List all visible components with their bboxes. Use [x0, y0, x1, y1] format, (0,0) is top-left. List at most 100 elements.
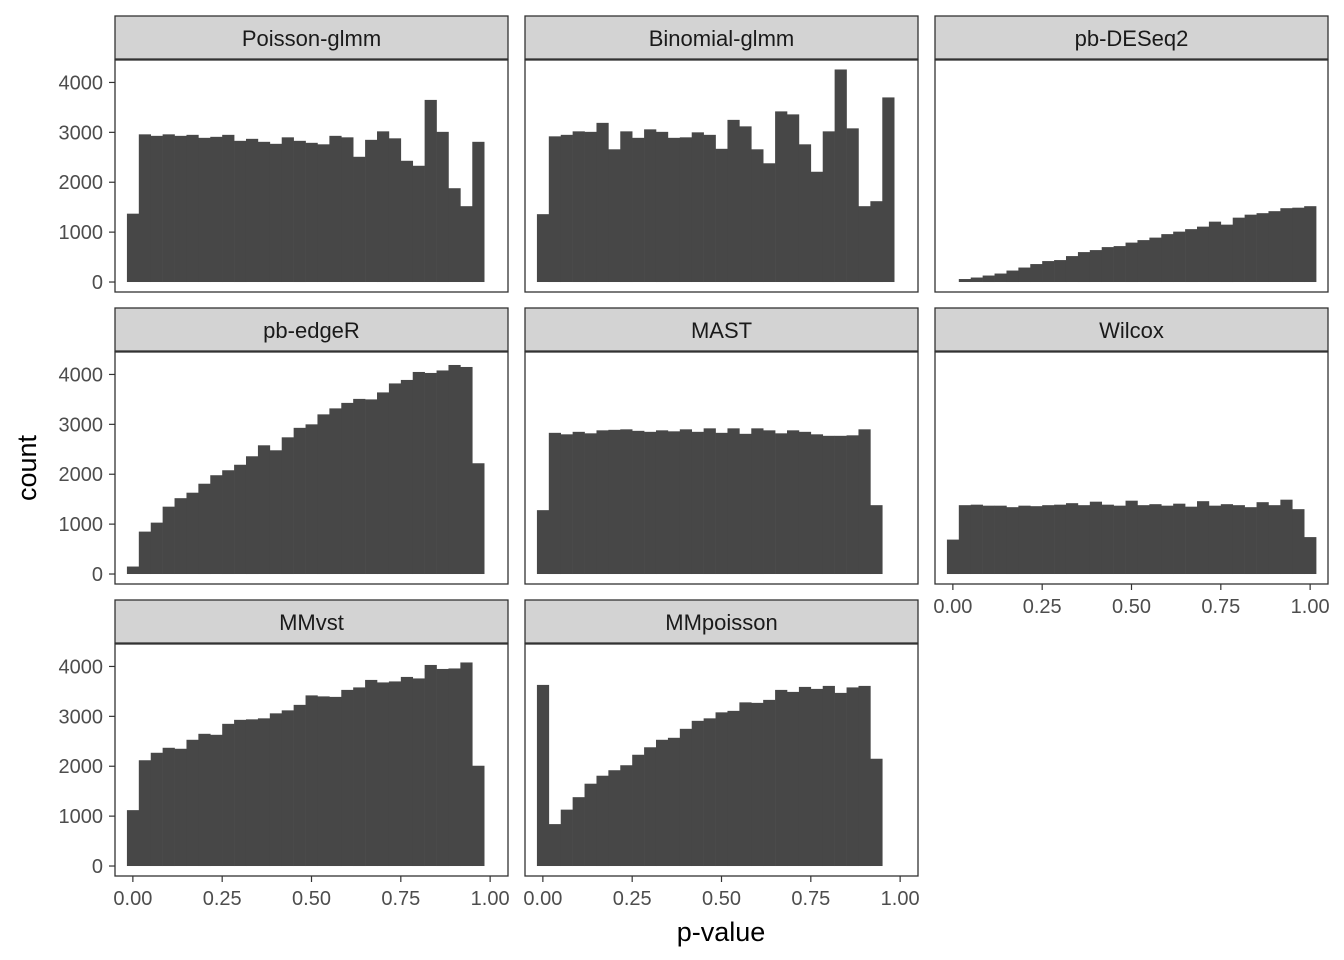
histogram-bar [138, 134, 152, 283]
histogram-bar [1089, 501, 1103, 575]
histogram-bar [329, 696, 342, 867]
histogram-bar [1161, 505, 1174, 575]
histogram-bar [798, 144, 812, 283]
histogram-bar [620, 429, 633, 575]
histogram-bar [858, 429, 871, 575]
histogram-bar [679, 137, 693, 283]
histogram-bar [548, 432, 562, 575]
histogram-bar [1232, 217, 1245, 283]
histogram-bar [210, 734, 223, 867]
histogram-bar [1232, 505, 1245, 575]
histogram-bar [727, 119, 740, 283]
histogram-bar [994, 505, 1007, 575]
histogram-bar [536, 214, 550, 283]
histogram-bar [751, 702, 764, 867]
histogram-bar [1065, 503, 1079, 575]
facet-strip [524, 307, 919, 352]
histogram-bar [810, 434, 824, 575]
facet-strip [114, 307, 509, 352]
histogram-bar [305, 142, 318, 283]
x-tick-label: 0.00 [933, 596, 972, 618]
histogram-bar [584, 131, 597, 283]
facet-strip [934, 307, 1329, 352]
facet-strip-label: Binomial-glmm [649, 26, 794, 51]
histogram-bar [1304, 206, 1317, 283]
histogram-bar [257, 718, 271, 867]
histogram-bar [560, 809, 573, 867]
histogram-bar [234, 464, 247, 575]
histogram-bar [1173, 503, 1186, 575]
facet-panel: MMpoisson 0.00 0.25 0.50 0.75 1.00 [523, 599, 920, 910]
histogram-bar [608, 770, 621, 867]
histogram-bar [460, 366, 473, 575]
histogram-bar [715, 432, 728, 575]
histogram-bar [1113, 505, 1126, 575]
histogram-bar [365, 139, 378, 283]
histogram-bar [584, 783, 597, 867]
histogram-bar [1125, 500, 1138, 575]
facet-strip [934, 15, 1329, 60]
y-tick-label: 1000 [59, 806, 104, 828]
histogram-bar [222, 134, 235, 283]
histogram-bar [1292, 509, 1305, 575]
histogram-bar [727, 710, 740, 867]
histogram-bar [608, 429, 621, 575]
histogram-bar [846, 687, 859, 867]
histogram-bar [679, 429, 693, 575]
x-tick-label: 0.75 [791, 888, 830, 910]
histogram-bar [946, 539, 960, 575]
x-tick-label: 0.25 [1023, 596, 1062, 618]
y-tick-label: 1000 [59, 222, 104, 244]
histogram-bar [870, 201, 883, 283]
histogram-bar [1268, 211, 1281, 283]
histogram-bar [400, 160, 414, 283]
histogram-bar [970, 504, 983, 575]
histogram-bar [834, 435, 847, 575]
histogram-bar [810, 688, 824, 867]
facet-strip-label: Wilcox [1099, 318, 1164, 343]
histogram-bar [751, 149, 764, 283]
histogram-bar [1077, 252, 1091, 283]
histogram-bar [281, 437, 294, 575]
facet-strip [524, 599, 919, 644]
histogram-bar [245, 138, 259, 283]
histogram-bar [1220, 504, 1234, 575]
histogram-bar [162, 134, 175, 283]
histogram-bar [138, 760, 152, 867]
histogram-bar [667, 431, 681, 575]
y-tick-label: 4000 [59, 72, 104, 94]
histogram-bar [460, 662, 473, 867]
histogram-bar [775, 433, 788, 575]
facet-strip [114, 599, 509, 644]
histogram-bar [436, 668, 449, 867]
histogram-bar [620, 765, 633, 867]
histogram-bar [1054, 260, 1067, 283]
histogram-bar [1006, 270, 1019, 283]
facet-panel: MMvst 0 1000 2000 3000 4000 0.00 0.25 0.50 0.75 1.… [59, 599, 510, 910]
histogram-bar [174, 748, 187, 867]
histogram-bar [822, 131, 835, 283]
histogram-bar [655, 430, 669, 575]
facet-strip-label: pb-edgeR [263, 318, 360, 343]
x-tick-label: 1.00 [881, 888, 920, 910]
histogram-bar [834, 69, 847, 283]
histogram-bar [1054, 504, 1067, 575]
histogram-bar [1137, 240, 1150, 283]
histogram-bar [834, 692, 847, 867]
x-tick-label: 0.50 [1112, 596, 1151, 618]
histogram-bar [1256, 213, 1269, 283]
histogram-bar [1197, 226, 1210, 283]
histogram-bar [1208, 505, 1222, 575]
facet-panel: pb-DESeq2 [934, 15, 1329, 293]
histogram-bar [341, 402, 354, 575]
histogram-bar [174, 498, 187, 575]
histogram-bar [448, 364, 461, 575]
histogram-bar [787, 430, 800, 575]
x-tick-label: 0.50 [702, 888, 741, 910]
histogram-bar [365, 399, 378, 575]
y-tick-label: 2000 [59, 756, 104, 778]
histogram-bar [162, 747, 175, 867]
histogram-bar [305, 695, 318, 867]
histogram-bar [536, 510, 550, 575]
histogram-bar [186, 739, 199, 867]
